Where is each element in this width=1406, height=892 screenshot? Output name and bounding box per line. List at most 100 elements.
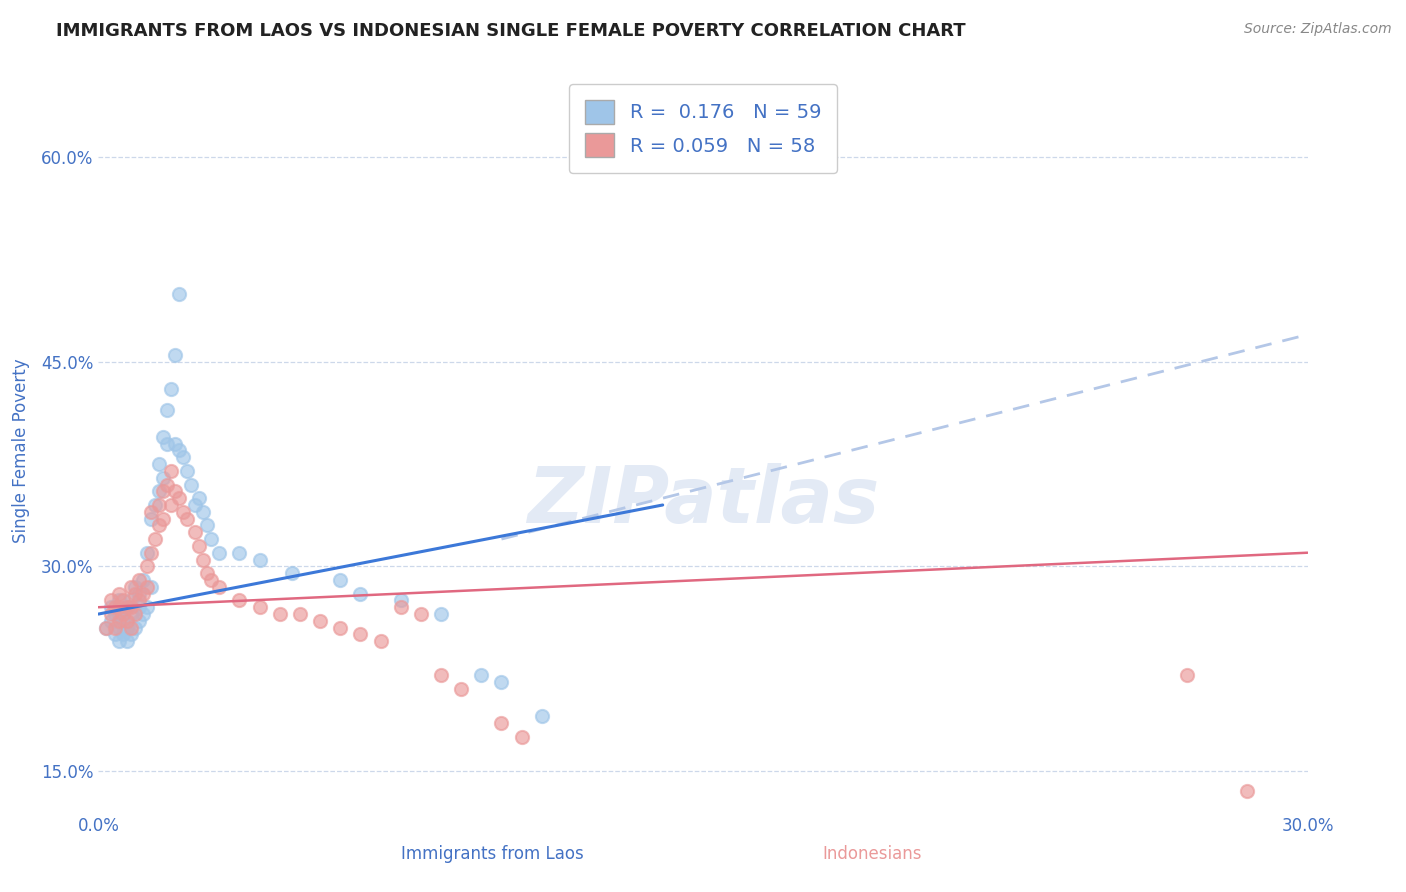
Point [107, 593, 129, 607]
Point [124, 621, 146, 635]
Point [195, 566, 218, 581]
Point [510, 730, 533, 744]
Point [103, 600, 125, 615]
Point [139, 505, 162, 519]
Point [152, 471, 174, 485]
Point [148, 484, 170, 499]
Point [132, 607, 155, 621]
Point [111, 607, 134, 621]
Point [139, 580, 162, 594]
Point [120, 607, 142, 621]
Point [107, 600, 129, 615]
Point [128, 573, 150, 587]
Text: ZIPatlas: ZIPatlas [527, 463, 879, 539]
Point [491, 675, 513, 690]
Point [100, 614, 122, 628]
Point [349, 627, 371, 641]
Point [163, 484, 186, 499]
Point [115, 600, 138, 615]
Point [128, 593, 150, 607]
Point [163, 348, 186, 362]
Point [107, 586, 129, 600]
Text: IMMIGRANTS FROM LAOS VS INDONESIAN SINGLE FEMALE POVERTY CORRELATION CHART: IMMIGRANTS FROM LAOS VS INDONESIAN SINGL… [56, 22, 966, 40]
Point [631, 832, 654, 847]
Point [124, 580, 146, 594]
Point [249, 552, 271, 566]
Point [430, 607, 453, 621]
Point [139, 546, 162, 560]
Point [184, 498, 207, 512]
Point [135, 559, 157, 574]
Point [135, 546, 157, 560]
Point [200, 573, 222, 587]
Point [470, 668, 492, 682]
Point [120, 580, 142, 594]
Point [107, 621, 129, 635]
Point [103, 627, 125, 641]
Point [228, 593, 250, 607]
Point [111, 627, 134, 641]
Point [156, 477, 179, 491]
Point [132, 573, 155, 587]
Point [115, 634, 138, 648]
Point [163, 436, 186, 450]
Point [128, 614, 150, 628]
Point [132, 586, 155, 600]
Point [281, 566, 304, 581]
Point [167, 286, 190, 301]
Point [172, 505, 194, 519]
Point [200, 532, 222, 546]
Point [148, 498, 170, 512]
Point [111, 593, 134, 607]
Point [120, 621, 142, 635]
Point [148, 518, 170, 533]
Point [188, 539, 211, 553]
Point [107, 634, 129, 648]
Point [124, 607, 146, 621]
Point [115, 600, 138, 615]
Point [180, 477, 202, 491]
Text: Immigrants from Laos: Immigrants from Laos [401, 846, 583, 863]
Point [100, 600, 122, 615]
Point [103, 607, 125, 621]
Point [128, 586, 150, 600]
Point [389, 593, 412, 607]
Point [115, 614, 138, 628]
Point [188, 491, 211, 505]
Point [143, 498, 166, 512]
Point [409, 607, 432, 621]
Point [124, 586, 146, 600]
Point [176, 511, 198, 525]
Point [156, 402, 179, 417]
Point [491, 716, 513, 731]
Point [430, 668, 453, 682]
Point [160, 464, 183, 478]
Point [128, 600, 150, 615]
Point [96, 621, 118, 635]
Text: Source: ZipAtlas.com: Source: ZipAtlas.com [1244, 22, 1392, 37]
Point [139, 511, 162, 525]
Point [148, 457, 170, 471]
Y-axis label: Single Female Poverty: Single Female Poverty [11, 359, 30, 542]
Point [152, 484, 174, 499]
Point [370, 634, 392, 648]
Point [329, 573, 352, 587]
Point [208, 580, 231, 594]
Point [193, 552, 215, 566]
Point [100, 593, 122, 607]
Point [530, 709, 553, 723]
Point [208, 546, 231, 560]
Point [120, 593, 142, 607]
Point [1175, 668, 1198, 682]
Point [1236, 784, 1258, 798]
Point [167, 443, 190, 458]
Point [96, 621, 118, 635]
Point [152, 511, 174, 525]
Point [111, 614, 134, 628]
Point [349, 586, 371, 600]
Point [288, 607, 311, 621]
Point [120, 600, 142, 615]
Legend: R =  0.176   N = 59, R = 0.059   N = 58: R = 0.176 N = 59, R = 0.059 N = 58 [569, 85, 837, 173]
Point [135, 580, 157, 594]
Point [228, 546, 250, 560]
